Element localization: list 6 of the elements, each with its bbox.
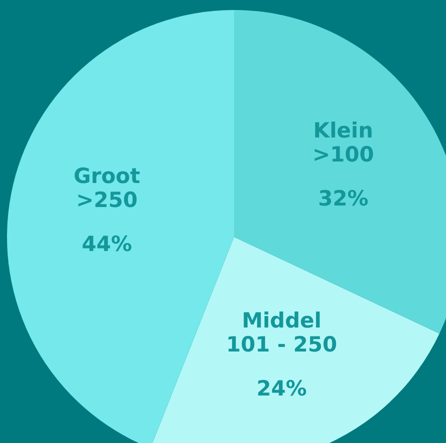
slice-label: Groot >250 [74, 164, 140, 212]
data-label: 44% [82, 232, 132, 256]
data-label: 24% [256, 376, 307, 400]
slice-label: Middel 101 - 250 [226, 308, 338, 356]
slice-label: Klein >100 [312, 118, 374, 167]
data-label: 32% [318, 186, 368, 211]
